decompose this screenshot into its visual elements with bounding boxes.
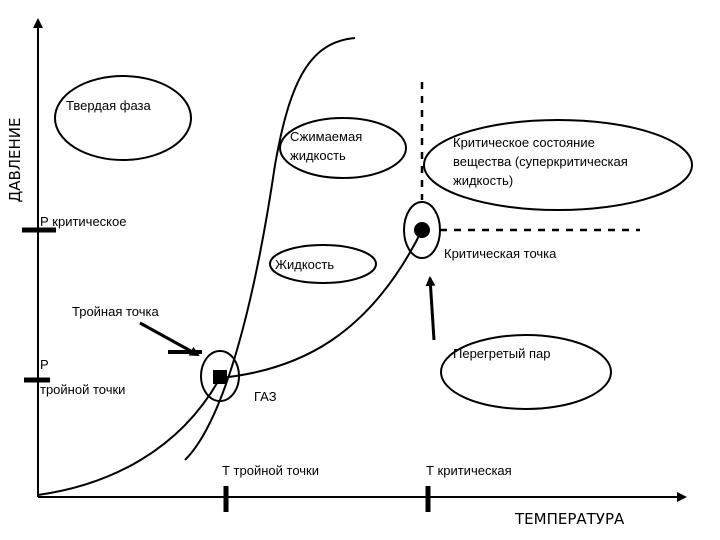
supercritical-bubble: [423, 119, 693, 211]
liquid-bubble: [269, 244, 377, 284]
p-critical-label: Р критическое: [40, 214, 126, 229]
critical-point-label: Критическая точка: [444, 246, 557, 261]
liquid-label: Жидкость: [275, 257, 334, 272]
compressible-liquid-bubble: [279, 117, 407, 179]
fusion-curve: [184, 37, 356, 461]
vaporization-curve: [219, 229, 423, 379]
supercritical-label-line1: Критическое состояние: [453, 135, 595, 150]
triple-point-arrow: [139, 321, 200, 357]
compressible-liquid-label-line2: жидкость: [290, 148, 346, 163]
y-axis-title: ДАВЛЕНИЕ: [6, 117, 24, 202]
solid-phase-label: Твердая фаза: [66, 98, 151, 113]
gas-label: ГАЗ: [254, 389, 277, 404]
p-triple-label-line1: Р: [40, 357, 49, 372]
triple-point-ring: [200, 350, 240, 402]
superheated-vapor-bubble: [440, 334, 612, 410]
compressible-liquid-label-line1: Сжимаемая: [290, 129, 362, 144]
superheated-vapor-label: Перегретый пар: [453, 346, 550, 361]
sublimation-curve: [37, 377, 221, 496]
supercritical-label-line3: жидкость): [453, 173, 513, 188]
solid-phase-bubble: [54, 75, 192, 161]
triple-point-marker: [213, 370, 227, 384]
t-critical-label: Т критическая: [426, 463, 512, 478]
critical-point-arrow: [425, 276, 436, 341]
critical-point-marker: [414, 222, 430, 238]
critical-point-ring: [403, 201, 441, 259]
p-triple-label-line2: тройной точки: [40, 382, 125, 397]
t-triple-label: Т тройной точки: [222, 463, 319, 478]
triple-point-label: Тройная точка: [72, 304, 159, 319]
supercritical-label-line2: вещества (суперкритическая: [453, 154, 628, 169]
x-axis-title: ТЕМПЕРАТУРА: [514, 510, 625, 528]
